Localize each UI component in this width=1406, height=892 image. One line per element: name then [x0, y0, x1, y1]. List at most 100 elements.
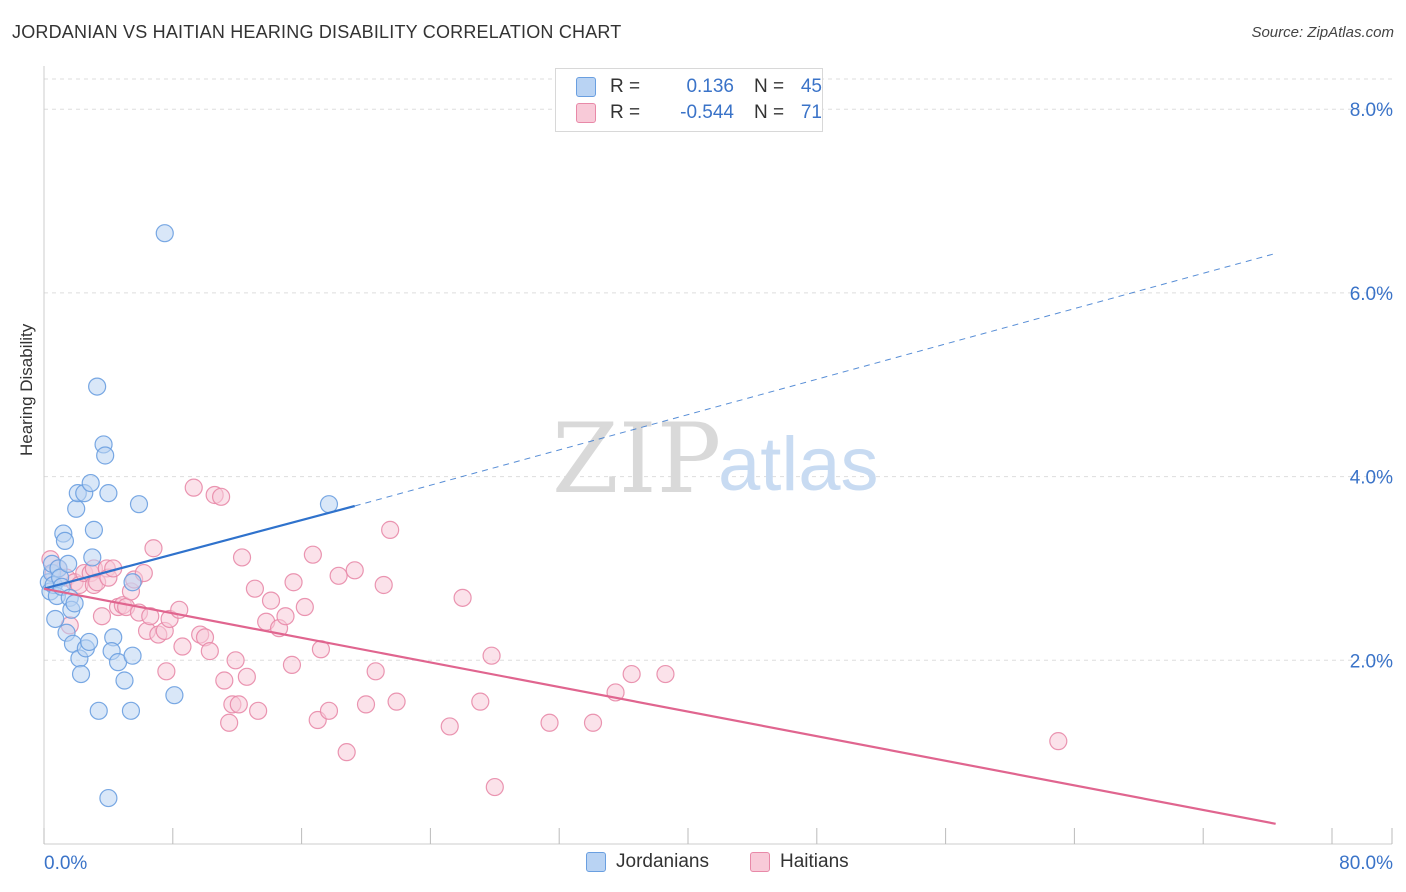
- bottom-legend-swatch-pink: [750, 852, 770, 872]
- legend-row-haitians: R = -0.544 N = 71: [576, 101, 822, 125]
- haitian-point: [92, 607, 112, 626]
- haitian-point: [261, 591, 281, 610]
- jordanian-point: [71, 664, 91, 684]
- legend-r-label: R =: [610, 76, 641, 97]
- bottom-legend-swatch-blue: [586, 852, 606, 872]
- haitian-point: [215, 671, 234, 690]
- haitian-point: [381, 520, 400, 539]
- haitian-point: [249, 701, 268, 720]
- haitian-point: [482, 646, 501, 665]
- legend-swatch-blue: [576, 77, 596, 97]
- watermark-zip: ZIP: [552, 403, 721, 515]
- haitian-point: [345, 561, 364, 580]
- grid-layer: [44, 78, 1392, 661]
- legend-n-label: N =: [754, 102, 785, 123]
- jordanian-point: [65, 594, 84, 613]
- watermark: ZIP atlas: [552, 403, 879, 515]
- haitian-point: [173, 637, 192, 656]
- jordanian-point: [319, 495, 339, 514]
- haitian-point: [583, 713, 603, 732]
- bottom-legend-jordanians: Jordanians: [586, 851, 709, 873]
- jordanian-trend-extension: [354, 252, 1276, 507]
- haitian-point: [226, 651, 245, 670]
- haitian-point: [157, 662, 176, 681]
- legend-r-label: R =: [610, 102, 641, 123]
- y-tick-label: 4.0%: [1350, 468, 1393, 489]
- jordanian-point: [155, 224, 174, 243]
- jordanian-point: [89, 701, 108, 720]
- haitian-point: [1049, 732, 1068, 751]
- jordanian-point: [123, 573, 142, 592]
- legend-n-value: 45: [800, 76, 822, 97]
- haitian-point: [374, 575, 393, 595]
- haitian-point: [141, 607, 160, 626]
- x-tick-label-right: 80.0%: [1339, 853, 1393, 874]
- haitian-point: [387, 692, 406, 711]
- jordanian-point: [99, 788, 118, 808]
- jordanian-point: [83, 548, 102, 567]
- jordanian-point: [121, 701, 141, 720]
- jordanian-point: [46, 609, 65, 629]
- haitian-point: [212, 487, 231, 506]
- jordanian-point: [115, 671, 134, 690]
- bottom-legend-label: Haitians: [780, 851, 849, 872]
- jordanian-point: [79, 632, 99, 652]
- jordanian-point: [59, 554, 78, 573]
- trend-layer: [43, 252, 1276, 825]
- jordanian-point: [165, 686, 184, 705]
- source-label: Source: ZipAtlas.com: [1251, 24, 1394, 41]
- chart-title: JORDANIAN VS HAITIAN HEARING DISABILITY …: [12, 22, 622, 42]
- bottom-legend-haitians: Haitians: [750, 851, 849, 873]
- y-tick-label: 2.0%: [1350, 651, 1393, 672]
- legend-r-value: -0.544: [680, 102, 734, 123]
- legend-n-label: N =: [754, 76, 785, 97]
- tick-label-layer: 2.0% 4.0% 6.0% 8.0% 0.0% 80.0%: [44, 100, 1393, 874]
- haitian-point: [329, 566, 348, 585]
- haitian-point: [220, 713, 239, 732]
- haitian-point: [440, 717, 459, 736]
- jordanian-point: [55, 531, 75, 551]
- jordanian-point: [84, 520, 104, 539]
- haitian-point: [471, 692, 490, 711]
- haitian-point: [622, 664, 641, 684]
- jordanian-point: [96, 446, 115, 465]
- jordanian-point: [88, 377, 107, 396]
- haitian-point: [276, 607, 295, 626]
- jordanian-trend-line: [43, 504, 356, 590]
- haitian-point: [237, 667, 256, 686]
- haitian-point: [282, 655, 302, 674]
- haitian-point: [656, 664, 675, 684]
- haitian-point: [453, 588, 472, 607]
- y-tick-label: 8.0%: [1350, 100, 1393, 121]
- haitian-point: [144, 539, 163, 558]
- haitian-point: [540, 713, 559, 732]
- legend-n-value: 71: [800, 102, 822, 123]
- haitian-point: [232, 548, 252, 567]
- haitian-point: [303, 545, 322, 564]
- haitian-point: [184, 478, 203, 497]
- jordanian-point: [99, 484, 118, 503]
- points-layer: [39, 224, 1068, 808]
- haitian-point: [356, 695, 376, 714]
- legend-row-jordanians: R = 0.136 N = 45: [576, 75, 822, 99]
- jordanian-point: [129, 495, 149, 514]
- haitian-point: [295, 597, 314, 617]
- jordanian-point: [123, 646, 142, 665]
- haitian-point: [337, 743, 356, 762]
- haitian-point: [366, 662, 385, 681]
- bottom-legend-label: Jordanians: [616, 851, 709, 872]
- haitian-point: [485, 777, 504, 797]
- haitian-point: [284, 573, 303, 592]
- haitian-point: [200, 642, 219, 661]
- jordanian-point: [67, 499, 86, 518]
- legend-r-value: 0.136: [686, 76, 734, 97]
- haitian-point: [229, 695, 248, 714]
- haitian-point: [319, 701, 339, 720]
- legend-swatch-pink: [576, 103, 596, 123]
- jordanian-point: [81, 473, 100, 493]
- y-tick-label: 6.0%: [1350, 284, 1393, 305]
- x-tick-label-left: 0.0%: [44, 853, 87, 874]
- haitian-trend-line: [43, 587, 1276, 825]
- haitian-point: [245, 579, 265, 598]
